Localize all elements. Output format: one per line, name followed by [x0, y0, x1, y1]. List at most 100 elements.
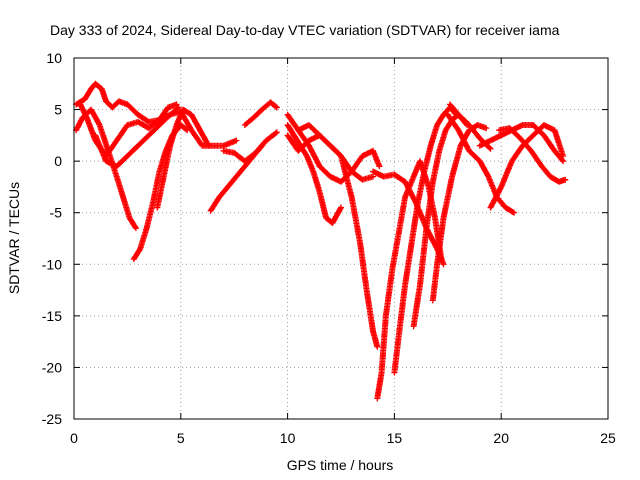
data-point — [156, 149, 169, 175]
data-point — [291, 132, 303, 148]
axis-ticks — [73, 57, 609, 420]
data-point — [160, 144, 173, 180]
data-point — [179, 106, 194, 117]
data-point — [124, 143, 140, 159]
data-point — [338, 204, 344, 211]
data-point — [132, 225, 139, 232]
data-point — [156, 112, 173, 128]
data-point — [455, 127, 472, 153]
data-point — [446, 101, 461, 117]
data-point — [167, 123, 180, 149]
data-point — [145, 117, 162, 132]
data-point — [77, 101, 90, 120]
data-point — [197, 127, 211, 148]
data-point — [156, 105, 171, 123]
series-arc19 — [444, 111, 518, 216]
data-point — [530, 122, 546, 138]
data-point — [120, 194, 133, 220]
data-point — [250, 107, 264, 121]
series-group — [73, 80, 569, 402]
data-point — [511, 209, 518, 216]
data-point — [455, 111, 472, 127]
data-point — [440, 175, 455, 221]
data-point — [391, 335, 402, 376]
series-arc8 — [220, 129, 280, 165]
data-point — [263, 130, 279, 144]
data-point — [417, 226, 430, 288]
data-point — [427, 123, 440, 149]
data-point — [295, 138, 311, 154]
data-point — [216, 185, 230, 201]
x-tick-label: 0 — [70, 430, 78, 446]
data-point — [402, 242, 415, 288]
y-axis-label: SDTVAR / TECUs — [6, 182, 22, 294]
data-point — [363, 287, 376, 333]
data-point — [316, 189, 329, 220]
plot-frame — [73, 57, 609, 420]
series-arc12 — [284, 132, 381, 350]
x-tick-label: 15 — [387, 430, 403, 446]
data-point — [429, 149, 442, 185]
data-point — [303, 153, 316, 174]
data-point — [220, 138, 238, 149]
y-tick-label: 0 — [54, 153, 62, 169]
data-point — [130, 247, 143, 263]
data-point — [73, 116, 85, 134]
data-point — [410, 283, 423, 330]
x-axis-label: GPS time / hours — [287, 457, 394, 473]
data-point — [241, 115, 256, 128]
data-point — [449, 144, 464, 180]
data-point — [233, 164, 247, 180]
data-point — [306, 142, 322, 168]
data-point — [370, 328, 380, 349]
data-point — [273, 129, 280, 136]
data-point — [359, 148, 375, 159]
data-point — [476, 158, 491, 179]
data-point — [188, 127, 205, 148]
data-point — [184, 127, 191, 134]
series-arc22 — [496, 125, 569, 185]
data-point — [374, 343, 381, 350]
data-point — [96, 122, 111, 153]
data-point — [421, 144, 434, 175]
data-point — [560, 158, 567, 165]
data-point — [487, 145, 494, 152]
data-point — [374, 371, 385, 402]
data-point — [124, 101, 140, 117]
series-arc13 — [295, 122, 377, 183]
data-point — [423, 180, 436, 232]
data-point — [429, 262, 440, 304]
data-point — [370, 147, 382, 168]
data-point — [188, 111, 203, 132]
data-point — [382, 268, 396, 319]
data-point — [436, 128, 449, 154]
data-point — [508, 122, 525, 134]
data-point — [284, 122, 297, 138]
data-point — [327, 142, 343, 158]
series-arc10 — [284, 122, 344, 226]
data-point — [466, 122, 482, 141]
data-point — [154, 175, 167, 211]
x-tick-label: 5 — [177, 430, 185, 446]
data-point — [562, 176, 569, 183]
data-point — [357, 240, 370, 292]
data-point — [391, 171, 407, 184]
data-point — [348, 194, 363, 246]
data-point — [310, 168, 323, 194]
series-arc21 — [487, 122, 567, 211]
data-point — [551, 127, 566, 158]
data-point — [135, 133, 151, 149]
data-point — [370, 173, 377, 180]
data-point — [207, 195, 222, 214]
data-point — [88, 106, 102, 127]
series-arc20 — [446, 101, 494, 152]
data-point — [395, 283, 408, 340]
data-point — [316, 163, 333, 179]
series-arc9 — [241, 99, 280, 128]
data-point — [338, 153, 354, 174]
data-point — [173, 101, 180, 108]
y-tick-label: -25 — [42, 411, 62, 427]
grid-lines — [74, 58, 608, 419]
